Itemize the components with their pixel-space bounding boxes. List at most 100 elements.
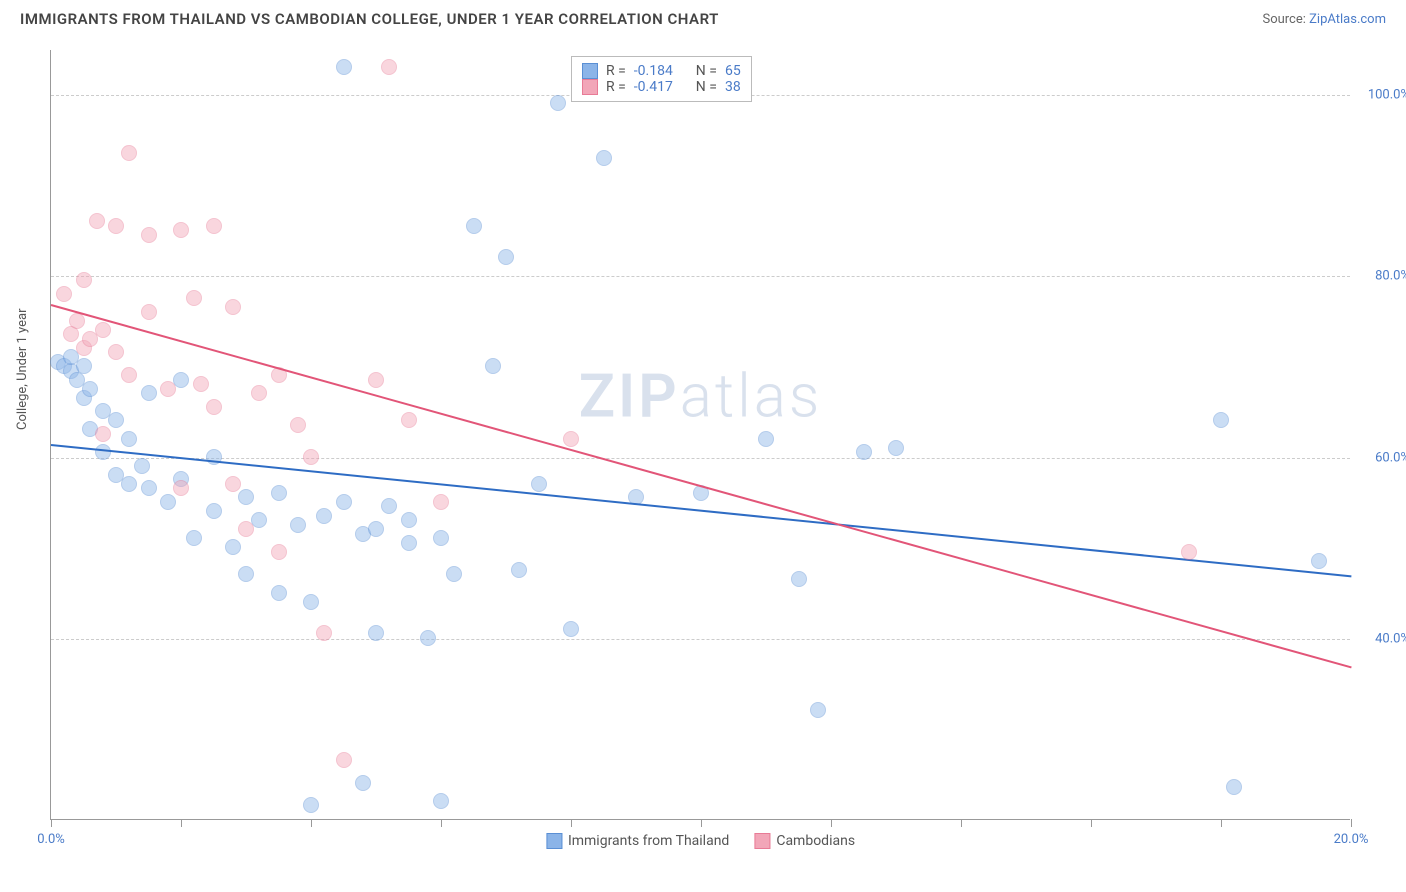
scatter-point: [108, 412, 124, 428]
scatter-point: [82, 381, 98, 397]
scatter-point: [381, 59, 397, 75]
stat-r-value: -0.184: [634, 63, 673, 79]
x-tick: [181, 819, 182, 827]
chart-title: IMMIGRANTS FROM THAILAND VS CAMBODIAN CO…: [20, 10, 719, 28]
gridline-horizontal: [51, 458, 1350, 459]
scatter-point: [316, 508, 332, 524]
scatter-point: [160, 494, 176, 510]
y-tick-label: 40.0%: [1355, 631, 1406, 646]
scatter-point: [856, 444, 872, 460]
stat-r-label: R =: [606, 63, 626, 79]
stat-n-label: N =: [696, 79, 717, 95]
scatter-point: [1181, 544, 1197, 560]
scatter-point: [95, 322, 111, 338]
scatter-point: [186, 530, 202, 546]
stats-legend-box: R = -0.184 N = 65R =-0.417 N =38: [571, 56, 752, 102]
x-tick: [831, 819, 832, 827]
scatter-point: [290, 517, 306, 533]
legend-item: Cambodians: [754, 833, 855, 849]
x-tick: [441, 819, 442, 827]
scatter-point: [186, 290, 202, 306]
scatter-point: [596, 150, 612, 166]
scatter-point: [121, 476, 137, 492]
scatter-point: [401, 535, 417, 551]
scatter-point: [238, 521, 254, 537]
x-tick: [311, 819, 312, 827]
scatter-plot: ZIPatlas 40.0%60.0%80.0%100.0%0.0%20.0%R…: [50, 50, 1350, 820]
scatter-point: [225, 299, 241, 315]
scatter-point: [141, 227, 157, 243]
source-link[interactable]: ZipAtlas.com: [1309, 12, 1386, 27]
legend-swatch: [754, 833, 770, 849]
scatter-point: [368, 625, 384, 641]
scatter-point: [758, 431, 774, 447]
scatter-point: [336, 59, 352, 75]
scatter-point: [95, 444, 111, 460]
scatter-point: [1226, 779, 1242, 795]
scatter-point: [206, 399, 222, 415]
scatter-point: [238, 489, 254, 505]
scatter-point: [446, 566, 462, 582]
scatter-point: [271, 544, 287, 560]
scatter-point: [336, 494, 352, 510]
stats-row: R =-0.417 N =38: [582, 79, 741, 95]
scatter-point: [290, 417, 306, 433]
scatter-point: [888, 440, 904, 456]
scatter-point: [433, 530, 449, 546]
legend-swatch: [546, 833, 562, 849]
x-tick: [961, 819, 962, 827]
x-tick: [1221, 819, 1222, 827]
scatter-point: [368, 521, 384, 537]
scatter-point: [420, 630, 436, 646]
gridline-horizontal: [51, 639, 1350, 640]
legend-label: Cambodians: [776, 833, 855, 849]
scatter-point: [271, 485, 287, 501]
stat-n-value: 65: [725, 63, 741, 79]
scatter-point: [433, 494, 449, 510]
scatter-point: [89, 213, 105, 229]
scatter-point: [173, 480, 189, 496]
scatter-point: [791, 571, 807, 587]
bottom-legend: Immigrants from Thailand Cambodians: [546, 833, 855, 849]
scatter-point: [225, 476, 241, 492]
scatter-point: [336, 752, 352, 768]
trend-line: [51, 444, 1351, 577]
x-tick: [1351, 819, 1352, 827]
scatter-point: [160, 381, 176, 397]
scatter-point: [225, 539, 241, 555]
source-attribution: Source: ZipAtlas.com: [1262, 12, 1386, 27]
scatter-point: [95, 426, 111, 442]
scatter-point: [303, 594, 319, 610]
scatter-point: [121, 431, 137, 447]
y-tick-label: 80.0%: [1355, 269, 1406, 284]
scatter-point: [206, 503, 222, 519]
scatter-point: [563, 431, 579, 447]
scatter-point: [121, 145, 137, 161]
scatter-point: [141, 480, 157, 496]
legend-label: Immigrants from Thailand: [568, 833, 729, 849]
scatter-point: [173, 222, 189, 238]
trend-line: [51, 304, 1352, 668]
scatter-point: [141, 385, 157, 401]
x-tick: [51, 819, 52, 827]
scatter-point: [193, 376, 209, 392]
scatter-point: [108, 344, 124, 360]
scatter-point: [563, 621, 579, 637]
scatter-point: [810, 702, 826, 718]
scatter-point: [355, 775, 371, 791]
scatter-point: [498, 249, 514, 265]
scatter-point: [401, 512, 417, 528]
scatter-point: [511, 562, 527, 578]
scatter-point: [381, 498, 397, 514]
scatter-point: [206, 218, 222, 234]
stat-r-value: -0.417: [634, 79, 673, 95]
scatter-point: [56, 286, 72, 302]
gridline-horizontal: [51, 276, 1350, 277]
scatter-point: [303, 797, 319, 813]
y-tick-label: 100.0%: [1355, 88, 1406, 103]
x-tick: [1091, 819, 1092, 827]
x-tick: [571, 819, 572, 827]
scatter-point: [271, 585, 287, 601]
y-axis-label: College, Under 1 year: [15, 308, 30, 430]
legend-swatch: [582, 63, 598, 79]
